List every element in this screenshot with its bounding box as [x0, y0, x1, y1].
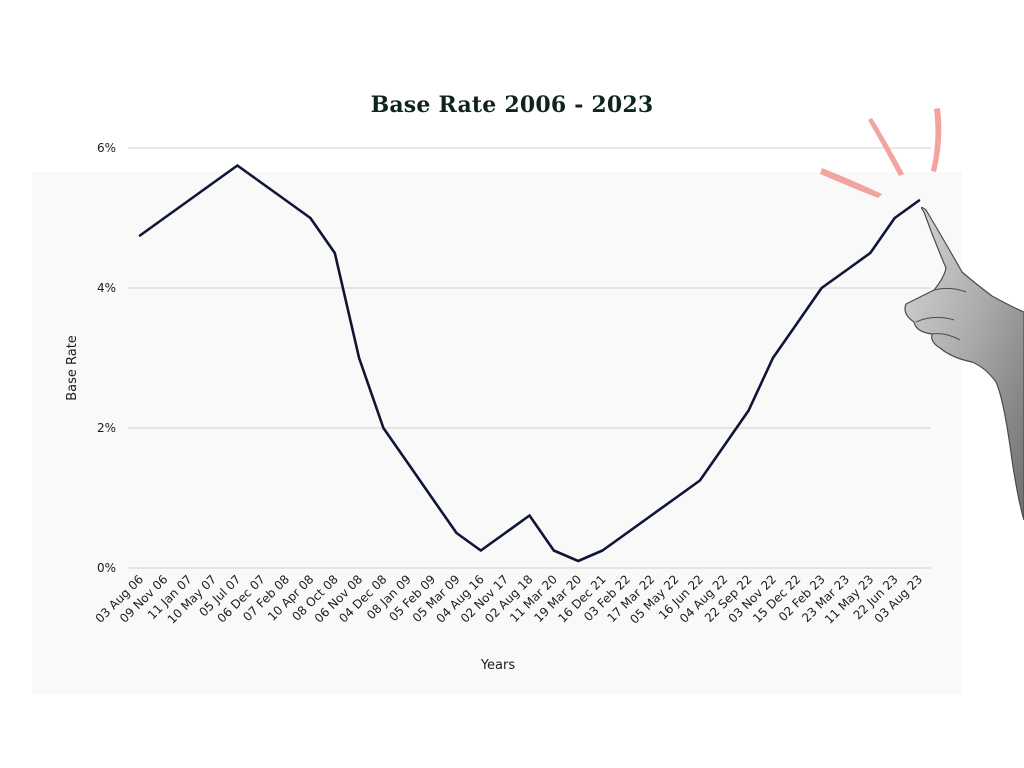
- attention-mark-left: [820, 168, 882, 198]
- attention-mark-middle: [868, 118, 904, 176]
- attention-mark-right: [931, 108, 942, 172]
- chart-panel: [32, 172, 962, 694]
- attention-marks-icon: [820, 108, 942, 198]
- y-axis-ticks: 0% 2% 4% 6%: [97, 141, 116, 575]
- y-tick-label: 4%: [97, 281, 116, 295]
- series-layer: [138, 164, 921, 563]
- series-line: [138, 164, 921, 563]
- y-tick-label: 6%: [97, 141, 116, 155]
- y-tick-label: 0%: [97, 561, 116, 575]
- chart-title: Base Rate 2006 - 2023: [370, 92, 654, 118]
- grid-lines: [128, 147, 931, 569]
- pointing-hand-icon: [904, 206, 1024, 520]
- x-axis-title: Years: [480, 658, 516, 673]
- y-tick-label: 2%: [97, 421, 116, 435]
- y-axis-title: Base Rate: [65, 335, 80, 401]
